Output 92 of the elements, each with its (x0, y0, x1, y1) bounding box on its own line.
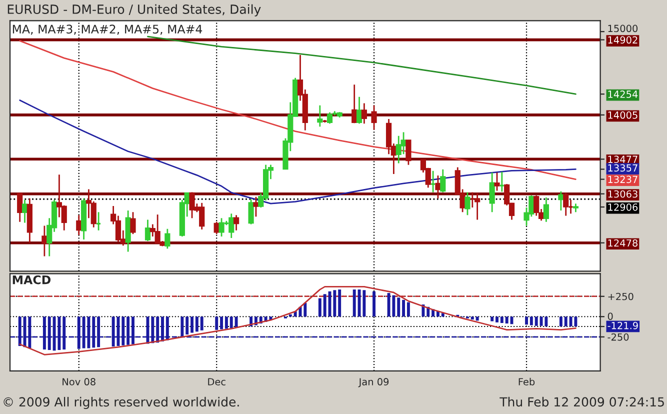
candlestick (130, 211, 136, 235)
y-tick-label: 14005 (608, 111, 638, 119)
bar (215, 316, 218, 330)
bar (190, 316, 194, 333)
candlestick (22, 199, 28, 224)
text: © 2009 All rights reserved worldwide. (4, 396, 239, 410)
candlestick (218, 217, 224, 238)
text: Thu Feb 12 2009 07:24:15 (500, 396, 664, 407)
line-series (19, 100, 576, 204)
bar (534, 316, 538, 326)
bar (318, 298, 322, 317)
bar (496, 316, 498, 322)
candlestick (228, 212, 234, 239)
bar (362, 290, 366, 317)
bar (220, 316, 224, 330)
y-tick-label: 13477 (608, 156, 638, 163)
candlestick (352, 84, 358, 124)
bar (436, 311, 440, 317)
line-series (147, 36, 576, 95)
bar (333, 290, 336, 317)
bar (490, 316, 494, 322)
bar (402, 300, 406, 317)
bar (505, 316, 508, 324)
y-tick-label: 12478 (608, 239, 638, 247)
candlestick (489, 172, 495, 213)
bar (564, 316, 568, 326)
candlestick (543, 196, 549, 223)
y-tick-label: -121.9 (608, 322, 638, 330)
candlestick (233, 214, 240, 232)
y-tick-label: 15000 (608, 24, 638, 32)
bar (470, 316, 474, 320)
candlestick (317, 104, 323, 128)
bar (372, 291, 376, 317)
y-tick-label: 14902 (608, 36, 638, 44)
candlestick (494, 172, 500, 192)
candlestick (356, 96, 362, 124)
bar (338, 290, 342, 317)
bar (234, 316, 238, 328)
candlestick (76, 214, 82, 236)
bar (230, 316, 233, 328)
candlestick (563, 192, 569, 216)
candlestick (164, 228, 170, 250)
annotation: MA, MA#3, MA#2, MA#5, MA#4 (12, 24, 202, 35)
annotation: MACD (12, 275, 51, 284)
bar (500, 316, 504, 323)
bar (406, 302, 410, 317)
y-tick-label: 13237 (608, 176, 638, 184)
bar (544, 316, 548, 326)
x-tick-label: Dec (208, 378, 226, 386)
candlestick (464, 192, 470, 216)
y-tick-label: 13357 (608, 164, 638, 172)
y-tick-label: 0 (608, 312, 613, 320)
bar (397, 298, 400, 317)
bar (559, 316, 562, 326)
y-tick-label: +250 (608, 292, 634, 300)
bar (186, 316, 189, 334)
x-tick-label: Nov 08 (62, 378, 96, 386)
bar (224, 316, 228, 329)
candlestick (406, 140, 412, 166)
x-tick-label: Jan 09 (358, 378, 389, 388)
candlestick (474, 192, 480, 220)
bar (352, 290, 356, 317)
candlestick (17, 192, 23, 223)
candlestick (361, 102, 367, 124)
candlestick (558, 190, 564, 212)
candlestick (253, 196, 259, 218)
candlestick (534, 194, 540, 216)
candlestick (435, 174, 441, 200)
bar (200, 316, 204, 330)
candlestick (440, 168, 446, 193)
bar (323, 294, 326, 317)
bar (195, 316, 198, 332)
chart-title: EURUSD - DM-Euro / United States, Daily (8, 4, 261, 16)
candlestick (326, 112, 333, 124)
bar (530, 316, 533, 326)
candlestick (371, 104, 377, 130)
y-tick-label: 12906 (608, 203, 638, 211)
bar (304, 302, 307, 317)
candlestick (144, 219, 151, 242)
bar (441, 313, 444, 317)
candlestick (125, 210, 131, 252)
x-tick-label: Feb (518, 378, 535, 386)
y-tick-label: 14254 (608, 90, 638, 98)
line-series (19, 40, 576, 180)
candlestick (248, 198, 254, 225)
candlestick (396, 135, 402, 164)
y-tick-label: 13063 (608, 190, 638, 198)
candlestick (42, 225, 48, 257)
bar (525, 316, 528, 325)
candlestick (189, 192, 195, 219)
bar (476, 316, 479, 321)
y-tick-label: -250 (608, 333, 629, 341)
